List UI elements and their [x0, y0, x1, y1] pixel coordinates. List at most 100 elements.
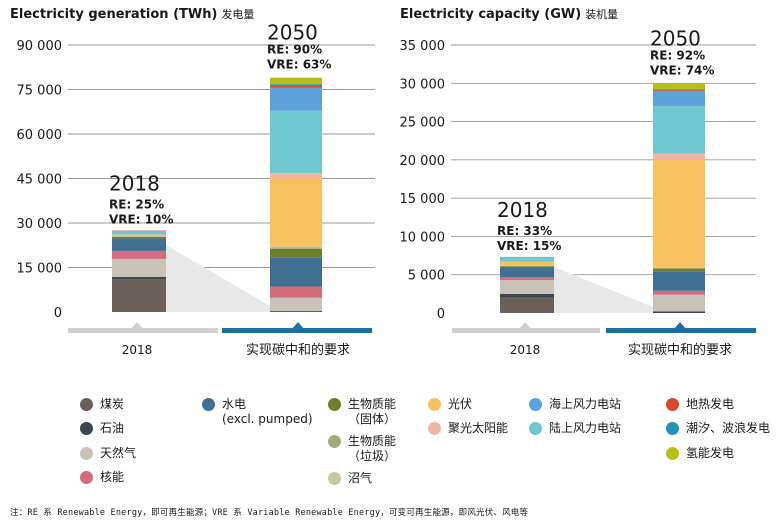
chart-title-en: Electricity capacity (GW) — [400, 7, 582, 22]
y-tick-label: 25 000 — [400, 116, 446, 131]
bar-segment — [653, 159, 705, 268]
bar-segment — [653, 267, 705, 268]
legend-item: 水电 (excl. pumped) — [202, 397, 313, 427]
y-tick-label: 20 000 — [400, 154, 446, 169]
category-label: 2018 — [510, 343, 541, 357]
bar-segment — [500, 261, 554, 266]
legend-swatch — [666, 422, 679, 435]
legend-item: 海上风力电站 — [529, 397, 622, 412]
legend-item: 煤炭 — [80, 397, 125, 412]
growth-shadow — [166, 245, 270, 312]
bar-segment — [270, 84, 322, 86]
legend-swatch — [328, 472, 341, 485]
bar-segment — [500, 257, 554, 262]
legend-label: 石油 — [100, 421, 125, 435]
bar-segment — [270, 173, 322, 179]
legend-label: 陆上风力电站 — [549, 421, 622, 435]
category-marker — [130, 322, 144, 330]
category-axis-bar — [606, 328, 756, 333]
re-share-label: RE: 90% — [267, 43, 322, 57]
chart-title-generation: Electricity generation (TWh) 发电量 — [10, 6, 254, 22]
legend-swatch — [428, 398, 441, 411]
legend-swatch — [529, 398, 542, 411]
charts-svg: 0 15 000 30 000 45 000 60 000 75 000 90 000 201… — [17, 21, 756, 358]
legend-swatch — [328, 398, 341, 411]
y-tick-label: 0 — [437, 307, 445, 322]
legend-item: 潮汐、波浪发电 — [666, 421, 771, 436]
legend-swatch — [202, 398, 215, 411]
bar-segment — [112, 236, 166, 237]
bar-segment — [500, 293, 554, 298]
legend-item: 石油 — [80, 421, 125, 436]
legend-label: 生物质能 （固体） — [348, 397, 397, 426]
legend-item: 光伏 — [428, 397, 473, 412]
legend-item: 氢能发电 — [666, 446, 735, 461]
category-label: 实现碳中和的要求 — [628, 342, 732, 358]
year-annotation: 2018 — [497, 198, 548, 222]
category-axis-bar — [68, 328, 218, 333]
legend-item: 聚光太阳能 — [428, 421, 509, 436]
legend-item: 地热发电 — [666, 397, 734, 412]
bar-segment — [653, 268, 705, 272]
chart-title-cn: 装机量 — [585, 8, 619, 21]
legend-swatch — [328, 435, 341, 448]
legend-swatch — [529, 422, 542, 435]
legend-label: 海上风力电站 — [549, 397, 622, 411]
bar-segment — [112, 279, 166, 312]
bar-segment — [270, 286, 322, 298]
y-tick-label: 30 000 — [17, 217, 63, 232]
legend-item: 沼气 — [328, 471, 372, 486]
legend-label: 聚光太阳能 — [448, 421, 509, 435]
year-annotation: 2050 — [650, 26, 701, 50]
bar-segment — [270, 110, 322, 174]
re-share-label: RE: 92% — [650, 48, 705, 62]
bar-segment — [270, 247, 322, 249]
legend-item: 陆上风力电站 — [529, 421, 622, 436]
vre-share-label: VRE: 74% — [650, 63, 714, 77]
category-axis-bar — [222, 328, 372, 333]
category-marker — [291, 322, 305, 330]
y-tick-label: 10 000 — [400, 230, 446, 245]
bar-segment — [500, 266, 554, 268]
bar-segment — [500, 277, 554, 281]
bar-segment — [653, 271, 705, 291]
bar-segment — [112, 250, 166, 259]
legend-label: 氢能发电 — [686, 446, 735, 460]
legend-swatch — [80, 471, 93, 484]
legend-swatch — [666, 398, 679, 411]
vre-share-label: VRE: 63% — [267, 58, 331, 72]
bar-segment — [112, 258, 166, 277]
bar-segment — [653, 89, 705, 91]
bar-segment — [653, 311, 705, 313]
re-share-label: RE: 33% — [497, 224, 552, 238]
chart-title-en: Electricity generation (TWh) — [10, 7, 218, 22]
bar-segment — [270, 85, 322, 88]
bar-segment — [653, 106, 705, 154]
legend-swatch — [666, 447, 679, 460]
y-tick-label: 15 000 — [17, 262, 63, 277]
y-tick-label: 35 000 — [400, 39, 446, 54]
y-tick-label: 5 000 — [408, 269, 445, 284]
legend-label: 煤炭 — [100, 397, 125, 411]
bar-segment — [112, 236, 166, 239]
bar-segment — [270, 248, 322, 258]
legend-label: 光伏 — [448, 397, 473, 411]
bar-segment — [112, 231, 166, 235]
legend-swatch — [80, 398, 93, 411]
y-tick-label: 0 — [54, 306, 62, 321]
bar-segment — [270, 311, 322, 312]
y-tick-label: 90 000 — [17, 39, 63, 54]
bar-segment — [500, 280, 554, 294]
bar-segment — [112, 276, 166, 280]
legend-item: 生物质能 （固体） — [328, 397, 397, 427]
legend-label: 潮汐、波浪发电 — [686, 421, 771, 435]
y-tick-label: 60 000 — [17, 128, 63, 143]
footnote: 注：RE 系 Renewable Energy，即可再生能源；VRE 系 Var… — [10, 508, 529, 518]
legend-item: 天然气 — [80, 446, 136, 461]
bar-segment — [270, 178, 322, 247]
legend-label: 水电 (excl. pumped) — [222, 397, 313, 426]
legend-swatch — [80, 447, 93, 460]
re-share-label: RE: 25% — [109, 197, 164, 211]
y-tick-label: 75 000 — [17, 84, 63, 99]
year-annotation: 2018 — [109, 171, 160, 195]
